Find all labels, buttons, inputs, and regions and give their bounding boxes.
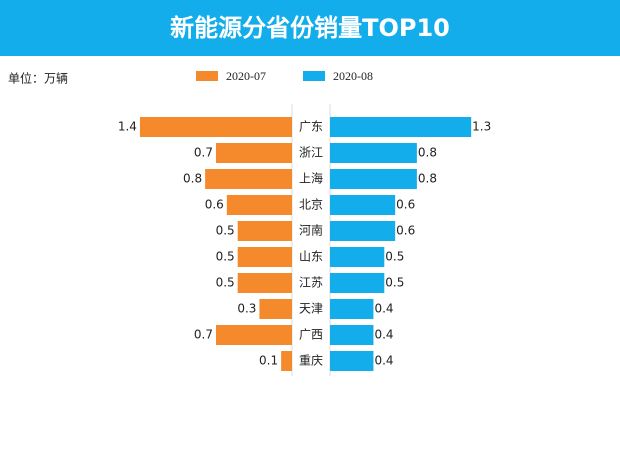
unit-label: 单位：万辆 bbox=[8, 71, 68, 86]
category-label: 上海 bbox=[299, 171, 323, 186]
value-label: 0.5 bbox=[216, 276, 235, 290]
bar bbox=[330, 273, 385, 293]
value-label: 0.8 bbox=[418, 172, 437, 186]
value-label: 1.3 bbox=[472, 120, 491, 134]
bar bbox=[330, 117, 472, 137]
category-label: 广西 bbox=[299, 328, 323, 342]
category-label: 天津 bbox=[299, 302, 323, 316]
value-label: 0.5 bbox=[216, 250, 235, 264]
bar bbox=[330, 221, 396, 241]
bar bbox=[330, 299, 374, 319]
value-label: 0.4 bbox=[374, 328, 393, 342]
bar bbox=[330, 325, 374, 345]
category-label: 江苏 bbox=[299, 276, 323, 290]
category-label: 河南 bbox=[299, 223, 323, 238]
bar bbox=[237, 247, 292, 267]
legend-label: 2020-07 bbox=[226, 69, 266, 83]
bar bbox=[226, 195, 292, 215]
value-label: 0.8 bbox=[183, 172, 202, 186]
bar bbox=[139, 117, 292, 137]
value-label: 0.6 bbox=[396, 224, 415, 238]
bar bbox=[330, 143, 417, 163]
bar bbox=[215, 325, 292, 345]
bar bbox=[330, 351, 374, 371]
legend-swatch bbox=[196, 71, 218, 81]
title-banner bbox=[0, 0, 620, 56]
legend-label: 2020-08 bbox=[333, 69, 373, 83]
value-label: 0.6 bbox=[396, 198, 415, 212]
value-label: 0.7 bbox=[194, 146, 213, 160]
bar bbox=[281, 351, 292, 371]
bar bbox=[237, 221, 292, 241]
value-label: 0.7 bbox=[194, 328, 213, 342]
category-label: 重庆 bbox=[299, 354, 323, 368]
bar bbox=[205, 169, 292, 189]
bar bbox=[259, 299, 292, 319]
category-label: 浙江 bbox=[299, 146, 323, 160]
bar bbox=[215, 143, 292, 163]
value-label: 0.6 bbox=[205, 198, 224, 212]
value-label: 0.4 bbox=[374, 354, 393, 368]
value-label: 0.5 bbox=[385, 250, 404, 264]
category-label: 山东 bbox=[299, 250, 323, 264]
bar bbox=[237, 273, 292, 293]
bar bbox=[330, 195, 396, 215]
category-label: 北京 bbox=[299, 198, 323, 212]
value-label: 0.4 bbox=[374, 302, 393, 316]
value-label: 0.5 bbox=[385, 276, 404, 290]
value-label: 0.5 bbox=[216, 224, 235, 238]
bar bbox=[330, 169, 417, 189]
value-label: 0.8 bbox=[418, 146, 437, 160]
value-label: 0.3 bbox=[237, 302, 256, 316]
value-label: 1.4 bbox=[118, 120, 137, 134]
legend-swatch bbox=[303, 71, 325, 81]
bar bbox=[330, 247, 385, 267]
chart-title: 新能源分省份销量TOP10 bbox=[170, 14, 450, 42]
category-label: 广东 bbox=[299, 120, 323, 134]
value-label: 0.1 bbox=[259, 354, 278, 368]
